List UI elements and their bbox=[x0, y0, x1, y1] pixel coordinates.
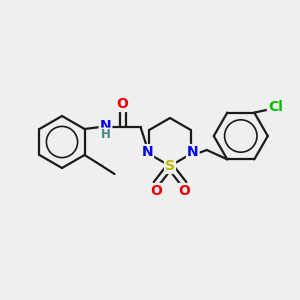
Text: O: O bbox=[178, 184, 190, 198]
Text: O: O bbox=[117, 97, 128, 111]
Text: S: S bbox=[165, 159, 175, 173]
Text: H: H bbox=[100, 128, 110, 142]
Text: Cl: Cl bbox=[268, 100, 283, 114]
Text: N: N bbox=[187, 145, 199, 159]
Text: N: N bbox=[141, 145, 153, 159]
Text: O: O bbox=[150, 184, 162, 198]
Text: N: N bbox=[100, 119, 111, 133]
